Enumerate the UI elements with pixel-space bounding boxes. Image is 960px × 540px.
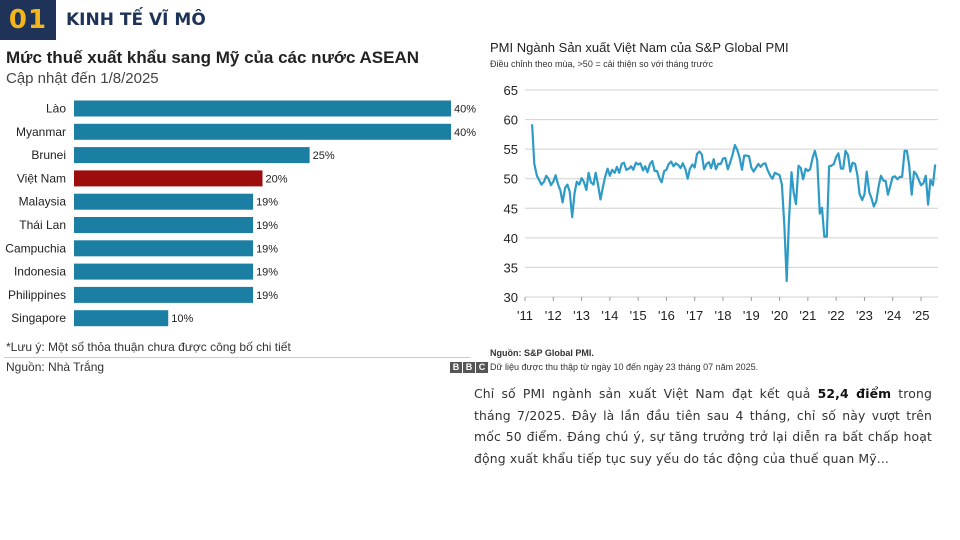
pmi-chart-source: Nguồn: S&P Global PMI. (490, 348, 594, 358)
paragraph-text: Chỉ số PMI ngành sản xuất Việt Nam đạt k… (474, 386, 818, 401)
pmi-x-tick-label: '16 (658, 308, 675, 323)
bar (74, 217, 254, 233)
pmi-x-tick-label: '17 (686, 308, 703, 323)
bar-category-label: Lào (46, 102, 66, 116)
pmi-x-tick-label: '22 (828, 308, 845, 323)
bar-chart-source: Nguồn: Nhà Trắng (6, 360, 105, 374)
bar-category-label: Malaysia (19, 195, 67, 209)
bar (74, 193, 254, 210)
bar-value-label: 19% (256, 290, 278, 302)
bar (74, 100, 451, 117)
bar-value-label: 40% (454, 104, 476, 116)
bar (74, 170, 263, 187)
pmi-chart-title: PMI Ngành Sản xuất Việt Nam của S&P Glob… (490, 40, 789, 55)
section-number: 01 (0, 0, 56, 40)
bar-category-label: Indonesia (14, 265, 66, 279)
section-title: KINH TẾ VĨ MÔ (66, 10, 206, 30)
pmi-x-tick-label: '25 (913, 308, 930, 323)
bar-value-label: 19% (256, 267, 278, 279)
bbc-logo-letter: C (476, 362, 488, 373)
pmi-x-tick-label: '13 (573, 308, 590, 323)
pmi-series-line (531, 124, 937, 283)
pmi-chart-subtitle: Điều chỉnh theo mùa, >50 = cải thiện so … (490, 59, 713, 69)
bar (74, 286, 254, 303)
pmi-chart-note: Dữ liệu được thu thập từ ngày 10 đến ngà… (490, 362, 759, 372)
pmi-x-tick-label: '11 (517, 308, 533, 323)
pmi-y-tick-label: 30 (504, 290, 518, 305)
tariff-bar-chart: Lào 40% Myanmar 40% Brunei 25% Việt Nam 20% Mala… (5, 100, 476, 327)
bar-chart-subtitle: Cập nhật đến 1/8/2025 (6, 70, 159, 87)
bbc-logo-letter: B (450, 362, 462, 373)
bar-value-label: 10% (171, 313, 193, 325)
pmi-y-tick-label: 35 (504, 260, 518, 275)
bar-category-label: Thái Lan (19, 218, 66, 232)
bar-value-label: 19% (256, 197, 278, 209)
pmi-y-tick-label: 40 (504, 231, 518, 246)
bar-category-label: Myanmar (16, 125, 66, 139)
pmi-y-tick-label: 65 (504, 83, 518, 98)
pmi-y-tick-label: 60 (504, 113, 518, 128)
bar-value-label: 19% (256, 243, 278, 255)
pmi-y-tick-label: 55 (504, 142, 518, 157)
pmi-x-tick-label: '15 (630, 308, 647, 323)
pmi-x-tick-label: '19 (743, 308, 760, 323)
commentary-paragraph: Chỉ số PMI ngành sản xuất Việt Nam đạt k… (474, 383, 932, 469)
bar-chart-note: *Lưu ý: Một số thỏa thuận chưa được công… (6, 340, 291, 354)
bar-value-label: 25% (313, 150, 335, 162)
bar-value-label: 20% (266, 173, 288, 185)
bar (74, 263, 254, 280)
bar-category-label: Philippines (8, 288, 66, 302)
paragraph-text: trong tháng 7/2025. Đây là lần đầu tiên … (474, 386, 932, 466)
pmi-x-tick-label: '20 (771, 308, 788, 323)
pmi-line-chart: 30 35 40 45 50 55 60 65 '11 '12 '13 '14 '15 '16 '17 '18… (504, 83, 938, 323)
bar (74, 123, 451, 140)
bbc-logo-letter: B (463, 362, 475, 373)
pmi-x-tick-label: '21 (799, 308, 816, 323)
bar (74, 147, 310, 164)
pmi-x-tick-label: '12 (545, 308, 562, 323)
bar-category-label: Singapore (11, 311, 66, 325)
bar-category-label: Việt Nam (17, 171, 66, 185)
divider (4, 357, 470, 358)
bar-category-label: Brunei (31, 148, 66, 162)
bar-value-label: 40% (454, 127, 476, 139)
pmi-x-tick-label: '14 (601, 308, 618, 323)
bar (74, 310, 169, 327)
bar (74, 240, 254, 257)
pmi-y-tick-label: 45 (504, 201, 518, 216)
bar-chart-title: Mức thuế xuất khẩu sang Mỹ của các nước … (6, 48, 420, 67)
pmi-x-tick-label: '24 (884, 308, 901, 323)
bar-value-label: 19% (256, 220, 278, 232)
pmi-x-tick-label: '18 (715, 308, 732, 323)
pmi-y-tick-label: 50 (504, 172, 518, 187)
pmi-x-tick-label: '23 (856, 308, 873, 323)
bar-category-label: Campuchia (5, 241, 66, 255)
paragraph-highlight: 52,4 điểm (817, 386, 892, 401)
